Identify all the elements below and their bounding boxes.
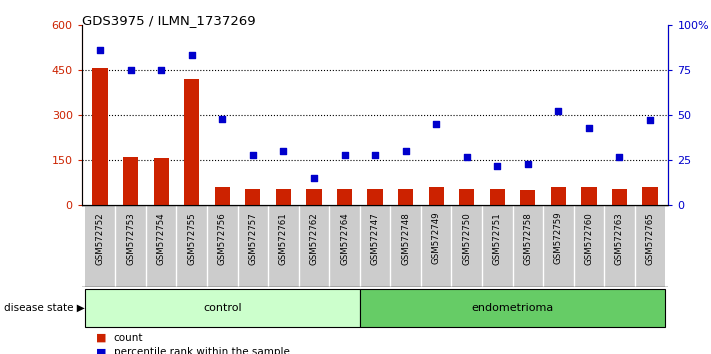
Text: GSM572758: GSM572758 [523,212,533,264]
Text: GSM572756: GSM572756 [218,212,227,264]
Point [186,53,198,58]
Text: GSM572765: GSM572765 [646,212,655,264]
Point [217,116,228,121]
Point [247,152,259,158]
Text: GSM572763: GSM572763 [615,212,624,264]
Bar [429,187,444,205]
Bar [184,79,199,205]
Text: GSM572755: GSM572755 [187,212,196,264]
Bar [490,189,505,205]
Text: GSM572748: GSM572748 [401,212,410,264]
Point [644,118,656,123]
Point [522,161,533,167]
Text: GSM572762: GSM572762 [309,212,319,264]
Bar [306,189,321,205]
Text: GSM572750: GSM572750 [462,212,471,264]
Text: GSM572752: GSM572752 [95,212,105,264]
Text: GSM572759: GSM572759 [554,212,563,264]
Text: disease state ▶: disease state ▶ [4,303,85,313]
Bar [459,189,474,205]
Text: GSM572751: GSM572751 [493,212,502,264]
Text: control: control [203,303,242,313]
Bar [398,189,413,205]
Text: GSM572753: GSM572753 [126,212,135,264]
Bar [85,289,360,327]
Bar [612,189,627,205]
Text: percentile rank within the sample: percentile rank within the sample [114,347,289,354]
Bar [123,157,138,205]
Bar [360,289,665,327]
Text: ■: ■ [96,347,107,354]
Text: GSM572757: GSM572757 [248,212,257,264]
Point [614,154,625,159]
Text: GDS3975 / ILMN_1737269: GDS3975 / ILMN_1737269 [82,14,255,27]
Text: GSM572754: GSM572754 [156,212,166,264]
Bar [276,189,291,205]
Point [339,152,351,158]
Text: GSM572764: GSM572764 [340,212,349,264]
Text: endometrioma: endometrioma [471,303,554,313]
Bar [92,68,108,205]
Point [461,154,472,159]
Point [400,148,411,154]
Bar [368,189,383,205]
Text: GSM572749: GSM572749 [432,212,441,264]
Text: ■: ■ [96,333,107,343]
Bar [551,187,566,205]
Point [125,67,137,73]
Point [491,163,503,169]
Point [278,148,289,154]
Text: GSM572760: GSM572760 [584,212,594,264]
Bar [582,187,597,205]
Bar [520,190,535,205]
Point [309,176,320,181]
Point [430,121,442,127]
Point [370,152,381,158]
Point [95,47,106,53]
Bar [245,189,260,205]
Bar [337,189,352,205]
Text: GSM572747: GSM572747 [370,212,380,264]
Bar [215,187,230,205]
Bar [642,187,658,205]
Text: count: count [114,333,143,343]
Point [156,67,167,73]
Point [552,109,564,114]
Bar [154,158,169,205]
Text: GSM572761: GSM572761 [279,212,288,264]
Point [583,125,594,131]
